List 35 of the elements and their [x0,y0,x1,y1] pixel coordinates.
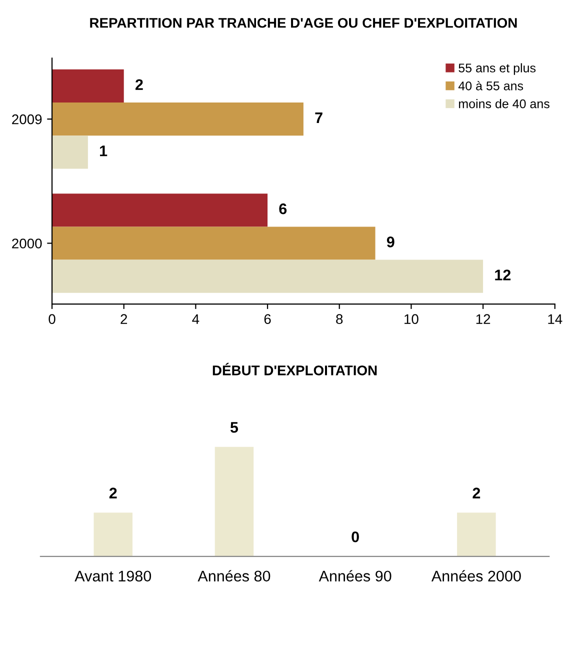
legend-label: 55 ans et plus [458,63,536,75]
x-tick-label: Années 90 [318,570,392,582]
legend-label: moins de 40 ans [458,99,550,108]
bar [52,194,268,227]
data-label: 5 [230,422,238,433]
data-label: 1 [100,146,108,156]
data-label: 2 [109,488,117,498]
data-label: 2 [472,488,480,498]
x-tick-label: 10 [404,314,418,324]
x-tick-label: 6 [264,314,271,324]
x-tick-label: 0 [48,314,56,324]
data-label: 2 [136,79,143,90]
bar [52,136,88,169]
x-tick-label: 8 [336,314,343,324]
x-tick-label: Avant 1980 [74,570,152,582]
x-tick-label: 14 [548,314,562,324]
x-tick-label: Années 80 [198,570,270,582]
x-tick-label: 4 [192,314,200,324]
x-tick-label: Années 2000 [431,570,521,582]
data-label: 9 [386,236,394,248]
bar [52,102,304,136]
bar [52,260,484,293]
y-tick-label: 2000 [12,238,42,248]
chart-title: REPARTITION PAR TRANCHE D'AGE OU CHEF D'EXPLOITATION [90,18,517,28]
legend-label: 40 à 55 ans [458,80,524,90]
data-label: 7 [315,112,322,124]
x-tick-label: 2 [120,314,128,324]
data-label: 6 [279,203,287,214]
x-tick-label: 12 [476,314,490,324]
y-tick-label: 2009 [12,114,42,124]
data-label: 12 [495,270,511,280]
data-label: 0 [352,531,359,542]
bar [52,226,376,260]
bar [52,69,124,103]
chart-title: DÉBUT D'EXPLOITATION [212,362,377,376]
